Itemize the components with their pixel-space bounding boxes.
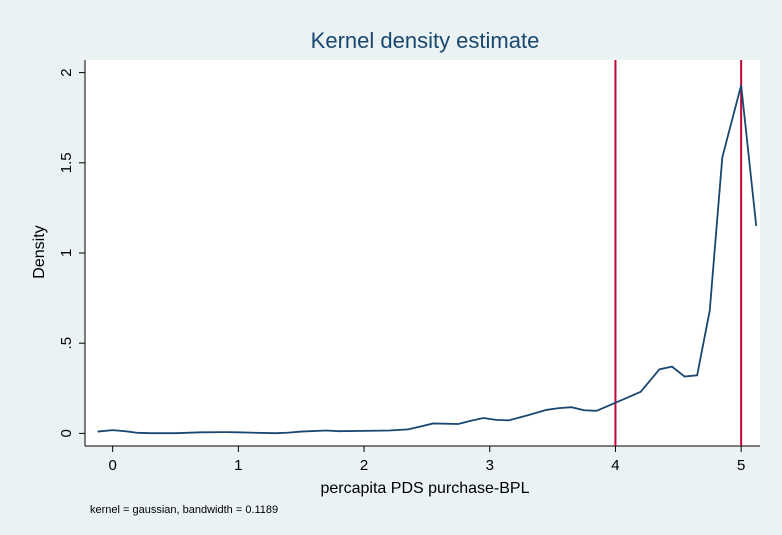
x-tick-label: 5 xyxy=(737,457,745,474)
y-axis-label: Density xyxy=(31,225,48,278)
y-tick-label: 2 xyxy=(58,68,75,76)
x-tick-label: 2 xyxy=(360,457,368,474)
x-tick-label: 3 xyxy=(486,457,494,474)
density-line xyxy=(97,85,758,435)
y-tick-label: 0 xyxy=(58,429,75,437)
x-tick-label: 0 xyxy=(108,457,116,474)
y-tick-label: .5 xyxy=(58,337,75,350)
plot-area xyxy=(85,60,760,446)
y-tick-label: 1.5 xyxy=(58,152,75,173)
y-tick-label: 1 xyxy=(58,249,75,257)
x-tick-label: 1 xyxy=(234,457,242,474)
note: kernel = gaussian, bandwidth = 0.1189 xyxy=(90,504,278,516)
x-axis-label: percapita PDS purchase-BPL xyxy=(321,480,530,497)
chart-title: Kernel density estimate xyxy=(311,28,540,53)
x-tick-label: 4 xyxy=(611,457,619,474)
